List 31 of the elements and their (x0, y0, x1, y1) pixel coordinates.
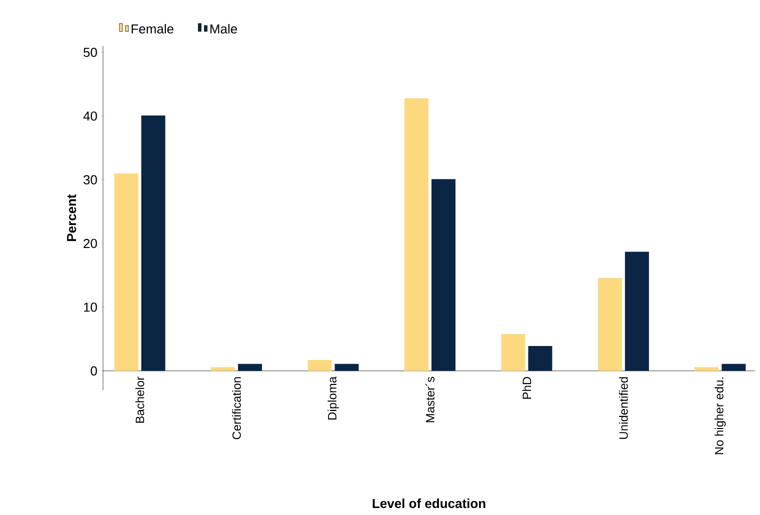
x-tick-label: PhD (522, 377, 532, 399)
x-axis-title: Level of education (372, 498, 486, 508)
x-tick-label: Master´s (426, 376, 434, 422)
bar (211, 367, 235, 371)
x-tick-label: Unidentified (619, 377, 628, 439)
x-tick-label: Diploma (328, 376, 339, 420)
bar (598, 278, 622, 371)
bar (308, 360, 332, 371)
bar (624, 252, 649, 371)
bar (501, 334, 526, 371)
bar (694, 367, 719, 371)
bar (404, 98, 428, 371)
x-tick-label: No higher edu. (714, 378, 726, 454)
bar (334, 364, 359, 371)
bar (528, 346, 552, 371)
y-axis-title: Percent (67, 194, 76, 241)
legend-label: Male (210, 24, 237, 34)
y-tick-label: 10 (84, 302, 97, 312)
y-tick-label: 20 (84, 238, 97, 248)
bar (722, 364, 746, 371)
y-tick-label: 0 (90, 366, 97, 376)
y-tick-label: 50 (84, 48, 97, 57)
bar (114, 173, 138, 371)
y-tick-label: 30 (84, 175, 97, 184)
x-tick-label: Certification (232, 377, 241, 440)
bar (238, 364, 262, 371)
bar (141, 115, 166, 371)
y-tick-label: 40 (83, 111, 97, 121)
x-tick-label: Bachelor (135, 376, 144, 423)
bar (431, 179, 456, 371)
legend-label: Female (132, 24, 174, 34)
